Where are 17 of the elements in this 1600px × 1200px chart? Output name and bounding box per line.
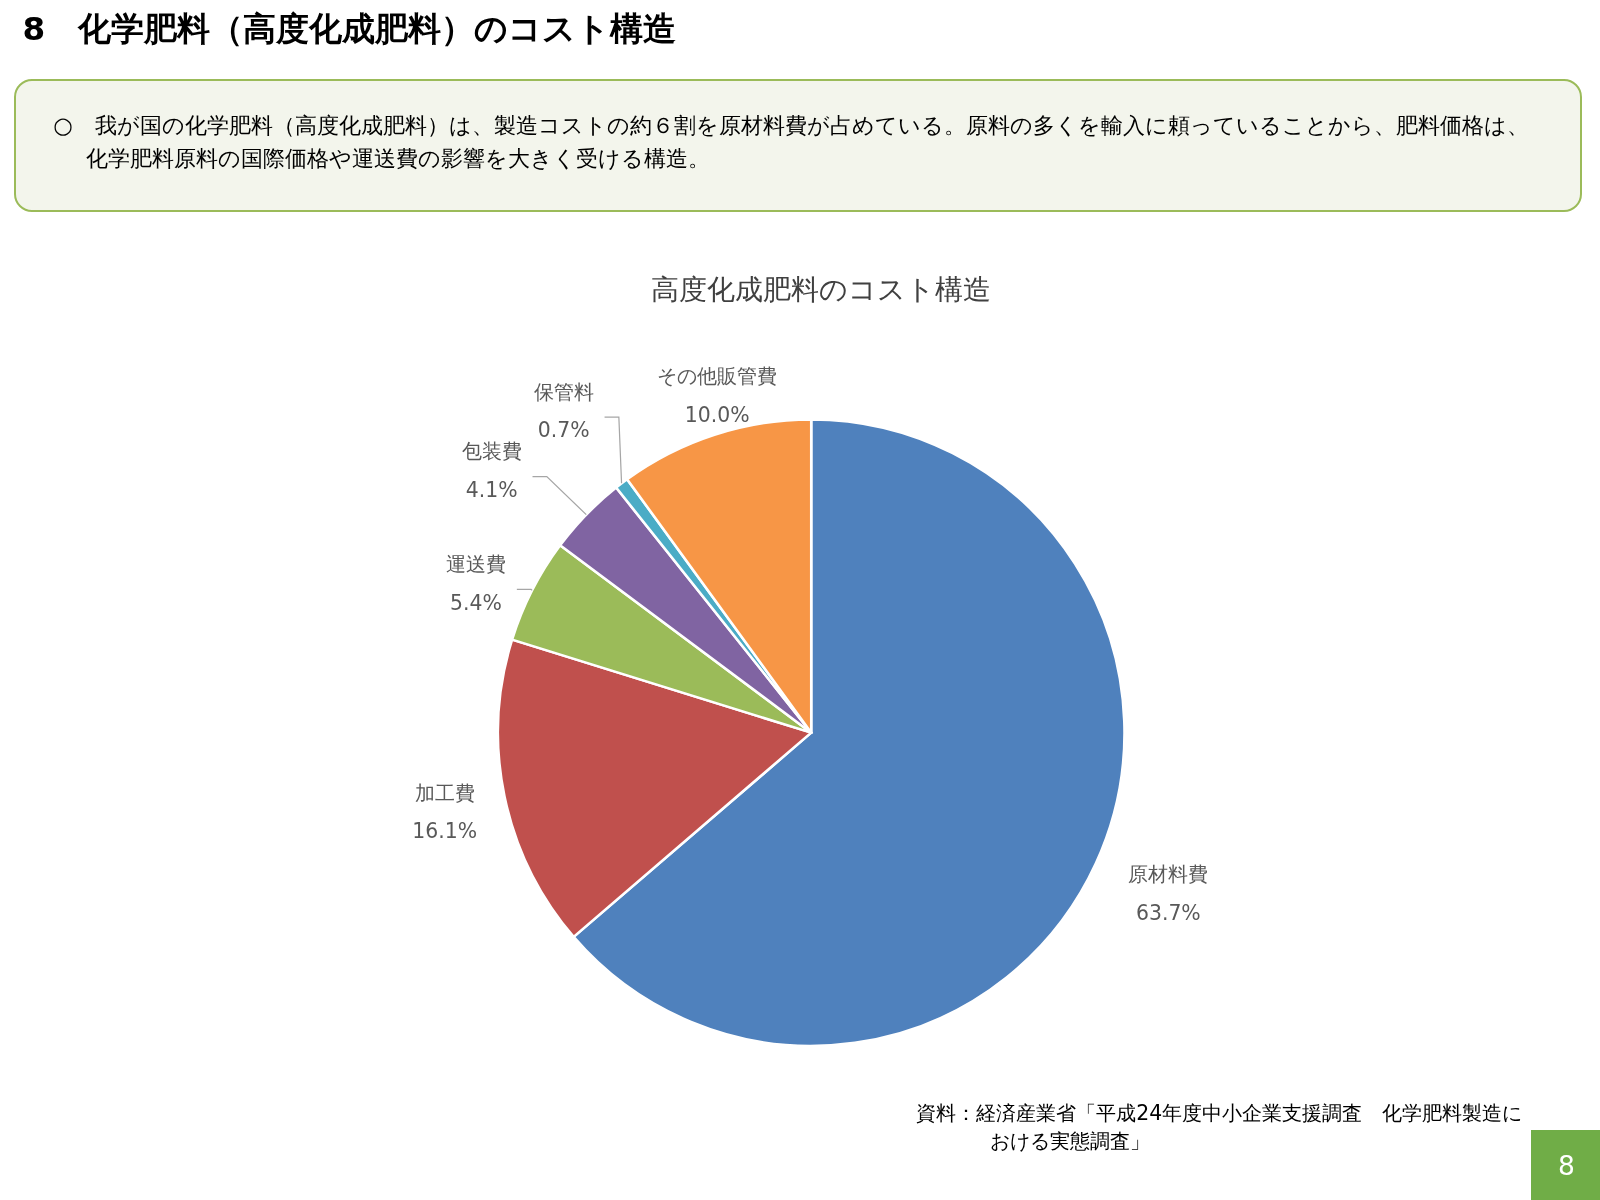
slice-label: 保管料 [533, 379, 594, 404]
data-label: 10.0% [684, 402, 750, 427]
chart-title: 高度化成肥料のコスト構造 [650, 272, 993, 308]
text: 資料：経済産業省「平成24年度中小企業支援調査 化学肥料製造における実態調査」 [916, 1100, 1524, 1155]
text: 8 化学肥料（高度化成肥料）のコスト構造 [22, 9, 677, 51]
slice-label: 原材料費 [1128, 862, 1209, 887]
text: ○ 我が国の化学肥料（高度化成肥料）は、製造コストの約６割を原材料費が占めている。原料の多くを輸入に頼っていることから、肥料価格は、化学肥料原料の国際価格や運送費の影響を大きく受ける構造。 [14, 78, 1582, 213]
slice-label: 運送費 [446, 551, 507, 576]
slice-label: 加工費 [414, 780, 475, 805]
data-label: 63.7% [1135, 900, 1201, 925]
text: 8 [1530, 1129, 1600, 1200]
data-label: 5.4% [450, 590, 502, 615]
data-label: 16.1% [412, 819, 478, 844]
slice-label: 包装費 [461, 439, 522, 464]
data-label: 0.7% [537, 418, 590, 443]
data-label: 4.1% [465, 477, 518, 502]
slice-label: その他販管費 [657, 364, 778, 389]
